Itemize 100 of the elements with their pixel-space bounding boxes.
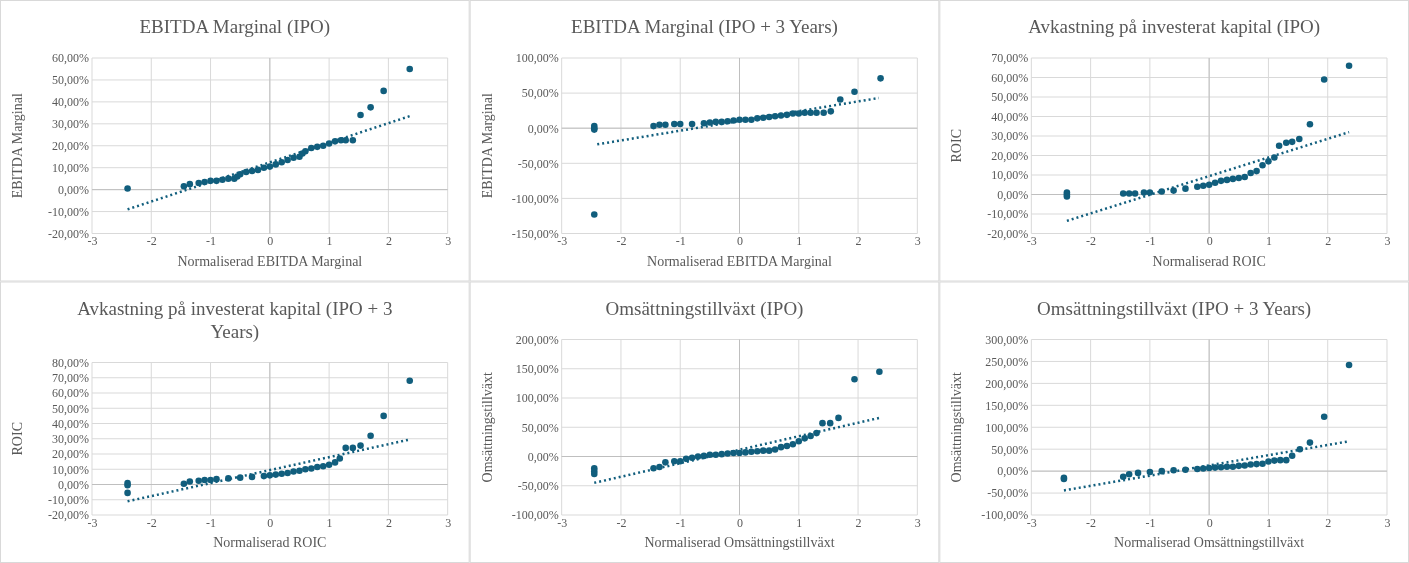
y-tick-label: 250,00% (985, 354, 1029, 369)
chart-title: EBITDA Marginal (IPO) (139, 16, 331, 38)
x-tick-label: 2 (855, 515, 862, 530)
y-tick-label: 50,00% (52, 401, 89, 416)
x-tick-label: -1 (675, 234, 686, 249)
x-tick-label: 1 (326, 234, 333, 249)
y-tick-label: 0,00% (997, 464, 1029, 479)
y-tick-label: 50,00% (521, 420, 559, 435)
y-tick-label: 10,00% (52, 462, 89, 477)
y-tick-label: -50,00% (517, 479, 559, 494)
x-tick-label: 0 (1206, 515, 1213, 530)
y-axis-title: EBITDA Marginal (10, 93, 25, 199)
y-tick-label: 150,00% (985, 398, 1029, 413)
x-tick-label: -1 (675, 515, 686, 530)
y-tick-label: 100,00% (985, 420, 1029, 435)
x-tick-label: -1 (1145, 234, 1156, 249)
y-tick-label: -20,00% (987, 226, 1029, 241)
x-tick-label: 0 (737, 515, 743, 530)
y-tick-label: 20,00% (991, 148, 1029, 163)
x-tick-label: -2 (616, 234, 627, 249)
y-tick-label: -10,00% (987, 207, 1029, 222)
x-tick-label: 2 (1325, 234, 1332, 249)
y-axis-title: EBITDA Marginal (479, 93, 495, 199)
x-axis-title: Normaliserad Omsättningstillväxt (1114, 535, 1305, 550)
y-tick-label: 20,00% (52, 139, 89, 154)
x-tick-label: 3 (1384, 515, 1391, 530)
x-tick-label: 3 (1384, 234, 1391, 249)
x-tick-label: -2 (1086, 515, 1097, 530)
y-tick-label: 200,00% (985, 376, 1029, 391)
x-tick-label: 1 (796, 234, 803, 249)
x-tick-label: -1 (206, 515, 217, 530)
y-axis-title: ROIC (949, 129, 965, 163)
x-axis-title: Normaliserad EBITDA Marginal (177, 253, 363, 269)
x-tick-label: 0 (1206, 234, 1213, 249)
x-tick-label: -2 (616, 515, 627, 530)
y-tick-label: 0,00% (58, 477, 89, 492)
y-tick-label: 40,00% (52, 416, 89, 431)
y-tick-label: 60,00% (52, 51, 89, 66)
x-tick-label: 1 (326, 515, 333, 530)
y-tick-label: 10,00% (991, 168, 1029, 183)
y-tick-label: 40,00% (991, 109, 1029, 124)
y-tick-label: -10,00% (48, 493, 89, 508)
y-tick-label: 70,00% (991, 51, 1029, 66)
y-tick-label: 0,00% (58, 182, 89, 197)
y-tick-label: 0,00% (527, 449, 559, 464)
y-tick-label: 100,00% (515, 51, 559, 66)
y-tick-label: -100,00% (511, 508, 559, 523)
y-tick-label: 60,00% (52, 386, 89, 401)
x-tick-label: 1 (1265, 234, 1272, 249)
x-tick-label: -1 (206, 234, 217, 249)
y-tick-label: 0,00% (527, 121, 559, 136)
x-tick-label: 1 (1265, 515, 1272, 530)
y-tick-label: 100,00% (515, 391, 559, 406)
x-tick-label: 3 (914, 234, 921, 249)
y-tick-label: 30,00% (991, 129, 1029, 144)
x-tick-label: 3 (445, 234, 452, 249)
chart-title: Omsättningstillväxt (IPO) (605, 297, 804, 320)
x-tick-label: 1 (796, 515, 803, 530)
y-axis-title: Omsättningstillväxt (949, 371, 965, 483)
y-tick-label: -50,00% (517, 156, 559, 171)
y-tick-label: 10,00% (52, 161, 89, 176)
y-axis-title: Omsättningstillväxt (479, 371, 495, 483)
x-tick-label: 2 (385, 234, 392, 249)
x-tick-label: 0 (267, 234, 274, 249)
y-tick-label: -10,00% (48, 204, 89, 219)
x-tick-label: -2 (1086, 234, 1097, 249)
y-tick-label: -100,00% (511, 191, 559, 206)
y-tick-label: -150,00% (511, 226, 559, 241)
chart-title: Omsättningstillväxt (IPO + 3 Years) (1037, 297, 1312, 320)
y-tick-label: 30,00% (52, 432, 89, 447)
y-tick-label: 60,00% (991, 70, 1029, 85)
y-tick-label: -20,00% (48, 226, 89, 241)
y-tick-label: -100,00% (981, 508, 1029, 523)
x-tick-label: 0 (737, 234, 743, 249)
x-tick-label: 0 (267, 515, 274, 530)
y-axis-title: ROIC (10, 422, 25, 456)
y-tick-label: -20,00% (48, 508, 89, 523)
x-axis-title: Normaliserad ROIC (213, 535, 327, 550)
x-tick-label: -2 (146, 234, 157, 249)
y-tick-label: 50,00% (991, 90, 1029, 105)
y-tick-label: 200,00% (515, 332, 559, 347)
y-tick-label: 0,00% (997, 187, 1029, 202)
y-tick-label: 70,00% (52, 371, 89, 386)
y-tick-label: 50,00% (521, 86, 559, 101)
x-tick-label: 2 (1325, 515, 1332, 530)
x-tick-label: 2 (855, 234, 862, 249)
x-tick-label: 3 (914, 515, 921, 530)
y-tick-label: 30,00% (52, 117, 89, 132)
x-tick-label: -2 (146, 515, 157, 530)
chart-title: Avkastning på investerat kapital (IPO) (1028, 16, 1321, 38)
y-tick-label: 50,00% (52, 73, 89, 88)
x-tick-label: 3 (445, 515, 452, 530)
y-tick-label: 40,00% (52, 95, 89, 110)
y-tick-label: 150,00% (515, 362, 559, 377)
x-tick-label: 2 (385, 515, 392, 530)
x-axis-title: Normaliserad EBITDA Marginal (647, 253, 833, 269)
y-tick-label: 300,00% (985, 332, 1029, 347)
x-axis-title: Normaliserad Omsättningstillväxt (644, 535, 835, 550)
y-tick-label: 50,00% (991, 442, 1029, 457)
chart-title: Avkastning på investerat kapital (IPO + 3 Years) (77, 297, 393, 343)
